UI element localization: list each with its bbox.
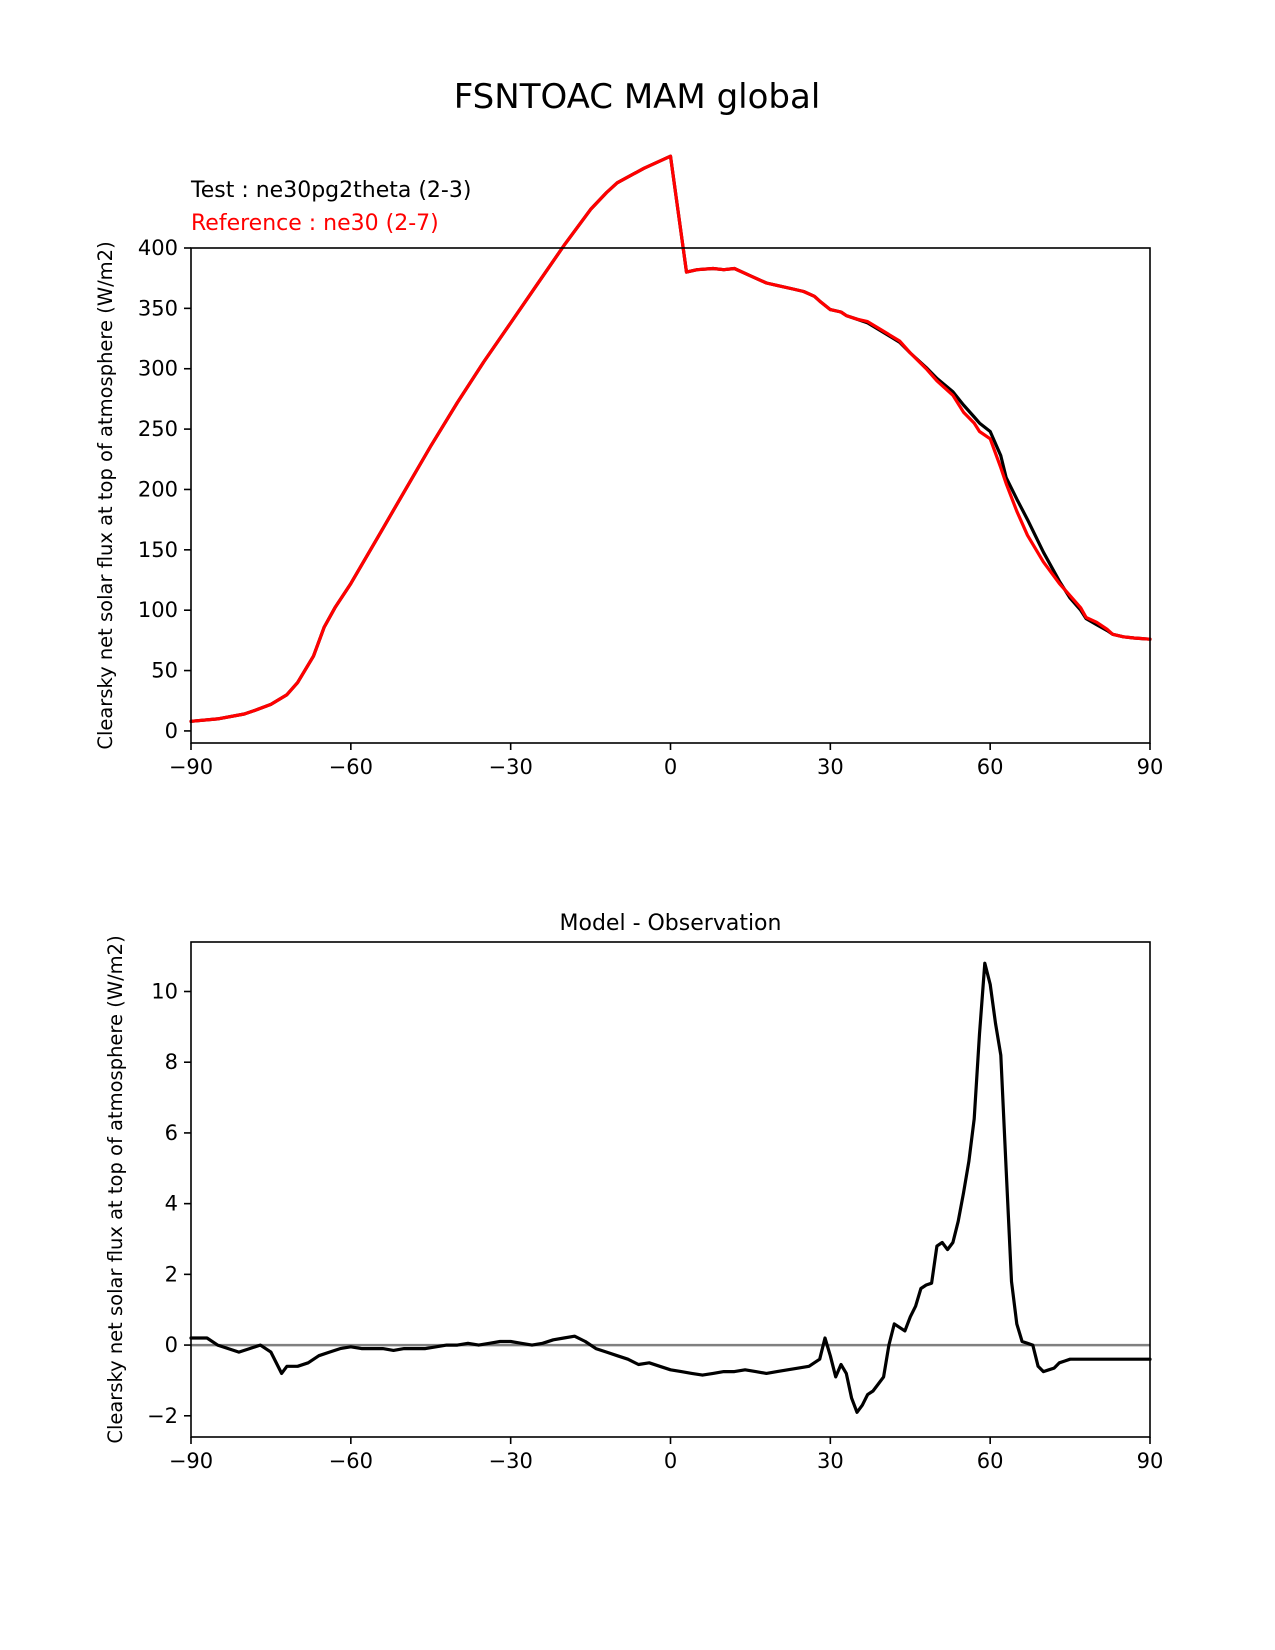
x-tick-label-bottom: −30	[489, 1449, 533, 1473]
bottom-plot: −90 −60 −30 0 30 60 90 −2 0 2 4 6 8 10 Clearsky net so…	[104, 911, 1163, 1473]
y-tick-label-bottom: 2	[165, 1262, 178, 1286]
y-tick-label-top: 300	[138, 357, 178, 381]
y-tick-label-bottom: 0	[165, 1333, 178, 1357]
x-tick-label-top: 90	[1137, 755, 1164, 779]
series-line-bottom-0	[189, 961, 1152, 1414]
x-tick-label-top: −60	[329, 755, 373, 779]
series-line-top-1	[189, 154, 1152, 723]
x-tick-label-bottom: 90	[1137, 1449, 1164, 1473]
y-tick-label-top: 0	[165, 719, 178, 743]
x-tick-label-top: 60	[977, 755, 1004, 779]
legend-label-1: Reference : ne30 (2-7)	[191, 211, 439, 236]
y-axis-label-top: Clearsky net solar flux at top of atmosp…	[94, 241, 117, 749]
y-tick-label-top: 100	[138, 598, 178, 622]
y-tick-label-top: 150	[138, 538, 178, 562]
x-tick-label-bottom: 60	[977, 1449, 1004, 1473]
series-line-top-0	[189, 154, 1152, 723]
y-tick-label-bottom: 6	[165, 1121, 178, 1145]
y-tick-label-top: 400	[138, 236, 178, 260]
x-tick-label-bottom: −90	[169, 1449, 213, 1473]
x-tick-label-bottom: 0	[664, 1449, 677, 1473]
y-tick-label-top: 50	[151, 659, 178, 683]
subplot-title-bottom: Model - Observation	[560, 911, 782, 936]
x-tick-label-top: 0	[664, 755, 677, 779]
y-axis-label-bottom: Clearsky net solar flux at top of atmosp…	[104, 935, 127, 1443]
x-tick-label-bottom: −60	[329, 1449, 373, 1473]
x-tick-label-top: −30	[489, 755, 533, 779]
y-tick-label-bottom: 10	[151, 980, 178, 1004]
x-tick-label-top: −90	[169, 755, 213, 779]
x-tick-label-top: 30	[817, 755, 844, 779]
y-tick-label-top: 350	[138, 296, 178, 320]
x-tick-label-bottom: 30	[817, 1449, 844, 1473]
figure-title: FSNTOAC MAM global	[454, 77, 821, 117]
axes-frame-top	[190, 247, 1151, 744]
legend-label-0: Test : ne30pg2theta (2-3)	[190, 178, 471, 203]
y-tick-label-bottom: 8	[165, 1050, 178, 1074]
y-tick-label-top: 250	[138, 417, 178, 441]
y-tick-label-bottom: −2	[147, 1404, 178, 1428]
y-tick-label-top: 200	[138, 477, 178, 501]
y-tick-label-bottom: 4	[165, 1192, 178, 1216]
top-plot: −90 −60 −30 0 30 60 90 0 50 100 150 200 250 300 350 400…	[94, 154, 1164, 779]
